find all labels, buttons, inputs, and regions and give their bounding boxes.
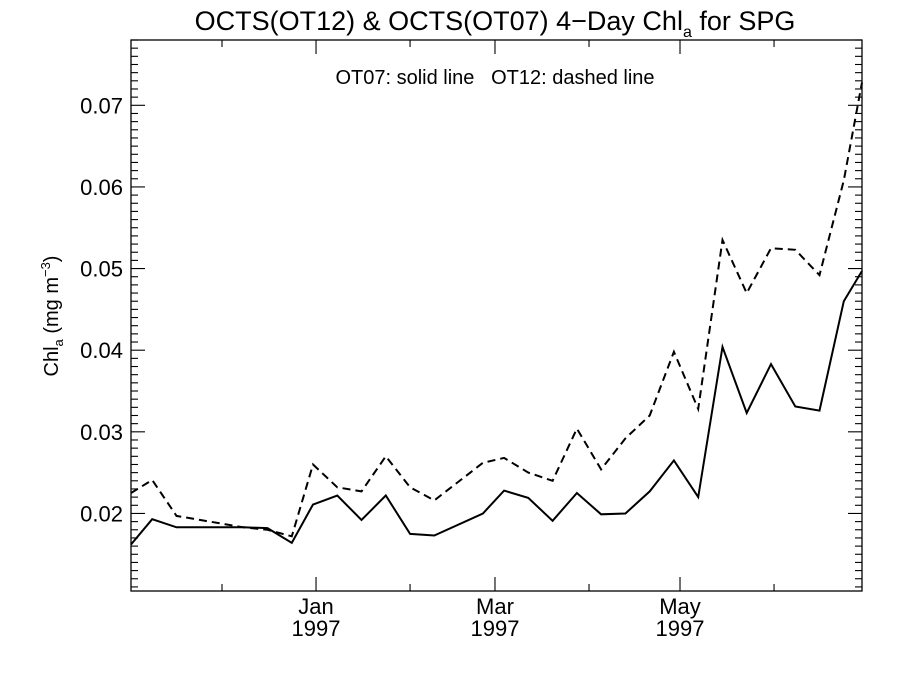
title-tail: for SPG (692, 6, 796, 36)
chart-title: OCTS(OT12) & OCTS(OT07) 4−Day Chla for S… (195, 6, 796, 41)
x-ticks (221, 40, 775, 591)
series-line-ot12 (130, 82, 863, 538)
title-main: OCTS(OT12) & OCTS(OT07) 4−Day Chl (195, 6, 683, 36)
legend-annotation: OT07: solid line OT12: dashed line (335, 67, 654, 89)
ylabel-tail: (mg m (41, 277, 63, 339)
x-tick-label-year: 1997 (292, 616, 341, 641)
title-subscript: a (683, 24, 692, 41)
ylabel-main: Chl (41, 346, 63, 376)
y-tick-label: 0.04 (80, 338, 123, 363)
x-tick-label-year: 1997 (471, 616, 520, 641)
x-tick-label-month: Mar (476, 594, 514, 619)
x-tick-label-month: Jan (298, 594, 333, 619)
y-tick-label: 0.05 (80, 257, 123, 282)
y-ticks (131, 39, 862, 588)
plot-frame (130, 39, 863, 592)
y-tick-label: 0.07 (80, 93, 123, 118)
ylabel-superscript: −3 (38, 262, 53, 277)
x-tick-label-month: May (659, 594, 701, 619)
ylabel-subscript: a (51, 338, 66, 346)
x-tick-label-year: 1997 (656, 616, 705, 641)
series-line-ot07 (130, 270, 863, 546)
series-layer (130, 82, 863, 546)
plot-axes (130, 39, 863, 592)
y-tick-label: 0.02 (80, 501, 123, 526)
y-tick-label: 0.06 (80, 175, 123, 200)
ylabel-close: ) (41, 256, 63, 263)
y-tick-label: 0.03 (80, 420, 123, 445)
tick-labels: 0.020.030.040.050.060.07Jan1997Mar1997Ma… (80, 93, 704, 641)
y-axis-label: Chla (mg m−3) (38, 256, 66, 377)
chart-title-text: OCTS(OT12) & OCTS(OT07) 4−Day Chla for S… (195, 6, 796, 41)
y-axis-label-text: Chla (mg m−3) (38, 256, 66, 377)
